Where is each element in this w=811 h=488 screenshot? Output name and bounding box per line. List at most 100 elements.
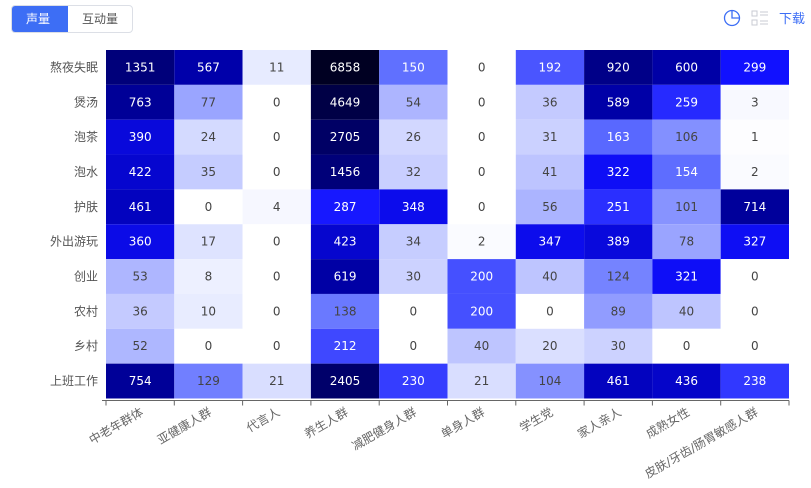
cell-value: 52 (133, 339, 148, 353)
heatmap-cell (584, 328, 653, 364)
heatmap-cell (515, 224, 585, 260)
column-label: 学生党 (517, 404, 556, 435)
cell-value: 154 (675, 165, 698, 179)
cell-value: 1456 (330, 165, 361, 179)
cell-value: 0 (478, 60, 486, 74)
heatmap-cell (379, 259, 448, 294)
column-label: 中老年群体 (86, 404, 145, 447)
cell-value: 0 (273, 304, 281, 318)
heatmap-cell (310, 84, 380, 120)
cell-value: 89 (611, 304, 626, 318)
heatmap-cell (106, 259, 175, 294)
heatmap-cell (174, 224, 243, 260)
cell-value: 0 (205, 200, 213, 214)
heatmap-cell (447, 189, 516, 225)
heatmap-cell (242, 119, 311, 155)
cell-value: 2405 (330, 374, 361, 388)
cell-value: 40 (542, 270, 557, 284)
heatmap-cell (379, 328, 448, 364)
heatmap-cell (174, 363, 243, 399)
cell-value: 321 (675, 270, 698, 284)
cell-value: 10 (201, 304, 216, 318)
cell-value: 1 (751, 130, 759, 144)
heatmap-cell (447, 293, 516, 329)
cell-value: 299 (743, 60, 766, 74)
cell-value: 2705 (330, 130, 361, 144)
heatmap-cell (652, 154, 721, 190)
cell-value: 0 (410, 339, 418, 353)
row-label: 农村 (74, 304, 98, 318)
heatmap-cell (242, 189, 311, 225)
row-label: 泡水 (74, 165, 98, 179)
heatmap-cell (515, 328, 585, 364)
heatmap-cell (379, 293, 448, 329)
heatmap-cell (447, 224, 516, 260)
metric-toggle: 声量 互动量 (11, 5, 134, 33)
heatmap-cell (310, 154, 380, 190)
cell-value: 763 (129, 95, 152, 109)
cell-value: 754 (129, 374, 152, 388)
heatmap-cell (174, 328, 243, 364)
heatmap-cell (584, 84, 653, 120)
heatmap-cell (720, 363, 789, 399)
column-label: 亚健康人群 (154, 404, 213, 447)
heatmap-cell (106, 50, 175, 85)
heatmap-cell (447, 259, 516, 294)
heatmap-cell (447, 50, 516, 85)
cell-value: 34 (406, 235, 421, 249)
heatmap-cell (174, 84, 243, 120)
cell-value: 163 (607, 130, 630, 144)
cell-value: 54 (406, 95, 421, 109)
heatmap-cell (652, 293, 721, 329)
pie-chart-icon[interactable] (723, 9, 741, 27)
cell-value: 77 (201, 95, 216, 109)
column-label: 家人亲人 (575, 404, 624, 441)
heatmap-cell (106, 224, 175, 260)
download-link[interactable]: 下载 (778, 12, 805, 27)
heatmap-cell (447, 84, 516, 120)
row-label: 护肤 (74, 199, 98, 214)
row-label: 创业 (74, 270, 98, 284)
cell-value: 36 (133, 304, 148, 318)
heatmap-cell (174, 154, 243, 190)
cell-value: 32 (406, 165, 421, 179)
cell-value: 24 (201, 130, 216, 144)
cell-value: 212 (334, 339, 357, 353)
cell-value: 360 (129, 235, 152, 249)
heatmap-cell (584, 259, 653, 294)
heatmap-cell (106, 154, 175, 190)
column-label: 减肥健身人群 (349, 404, 419, 453)
heatmap-cell (242, 363, 311, 399)
cell-value: 78 (679, 235, 694, 249)
cell-value: 26 (406, 130, 421, 144)
heatmap-cell (652, 50, 721, 85)
cell-value: 30 (611, 339, 626, 353)
heatmap-cell (584, 119, 653, 155)
cell-value: 200 (470, 270, 493, 284)
cell-value: 20 (542, 339, 557, 353)
heatmap-cell (310, 119, 380, 155)
heatmap-cell (584, 224, 653, 260)
heatmap-cell (106, 328, 175, 364)
heatmap-cell (379, 363, 448, 399)
heatmap-cell (174, 259, 243, 294)
tab-engagement[interactable]: 互动量 (82, 12, 119, 26)
cell-value: 40 (679, 304, 694, 318)
heatmap-cell (106, 189, 175, 225)
heatmap-cell (652, 259, 721, 294)
cell-value: 259 (675, 95, 698, 109)
tab-volume[interactable]: 声量 (12, 6, 68, 32)
cell-value: 40 (474, 339, 489, 353)
column-label: 代言人 (244, 405, 282, 435)
heatmap-cell (652, 363, 721, 399)
cell-value: 461 (129, 200, 152, 214)
heatmap-cell (515, 363, 585, 399)
list-view-icon[interactable] (751, 9, 769, 27)
heatmap-cell (447, 119, 516, 155)
heatmap-cell (242, 293, 311, 329)
heatmap-cell (515, 154, 585, 190)
cell-value: 3 (751, 95, 759, 109)
column-label: 皮肤/牙齿/肠胃敏感人群 (642, 404, 760, 481)
cell-value: 0 (751, 304, 759, 318)
